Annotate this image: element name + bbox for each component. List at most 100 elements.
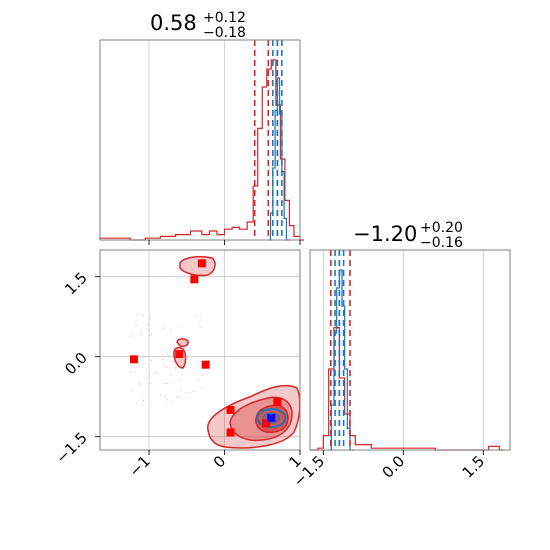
sample-point <box>142 314 144 317</box>
sample-point <box>140 333 143 336</box>
sample-point <box>155 372 158 374</box>
sample-point <box>182 340 185 343</box>
histogram-step-blue <box>328 269 354 451</box>
sample-point <box>142 400 144 403</box>
sample-point <box>147 323 150 326</box>
sample-point <box>129 335 132 337</box>
y-tick-label: −1.5 <box>52 429 90 467</box>
sample-point <box>138 363 141 366</box>
density-contours <box>173 255 301 449</box>
sample-point <box>136 313 138 316</box>
marginal-histogram-param-1: 0.58 +0.12 −0.18 <box>99 10 304 245</box>
sample-point <box>149 382 152 385</box>
sample-point <box>165 366 168 368</box>
sample-point <box>159 393 162 396</box>
sample-point <box>179 378 182 381</box>
sample-point <box>135 401 138 404</box>
sample-point <box>163 363 166 366</box>
sample-point <box>199 325 202 328</box>
contour-small-blob <box>176 338 189 347</box>
sample-point <box>160 353 163 356</box>
x-tick-label: 0.0 <box>379 452 409 482</box>
panel-title-upper-error: +0.12 <box>203 10 246 26</box>
axis-frame <box>309 249 511 451</box>
panel-title-lower-error: −0.18 <box>203 25 246 41</box>
sample-point <box>180 389 182 392</box>
panel-title-value: −1.20 <box>353 222 417 246</box>
blue-square-marker <box>267 414 276 422</box>
sample-point <box>163 324 166 327</box>
sample-point <box>135 319 138 322</box>
x-tick-label: 0 <box>210 452 229 471</box>
sample-point <box>196 379 199 382</box>
red-square-marker <box>175 350 184 358</box>
sample-point <box>174 367 177 370</box>
histogram-step-blue <box>268 77 291 241</box>
sample-point <box>201 386 204 389</box>
sample-point <box>162 357 165 360</box>
histogram-step-red <box>99 59 304 241</box>
sample-point <box>171 401 173 404</box>
sample-point <box>162 382 165 385</box>
red-square-marker <box>262 419 271 428</box>
sample-point <box>169 328 172 331</box>
sample-point <box>163 395 166 398</box>
y-tick-label: 0.0 <box>61 349 91 379</box>
sample-point <box>171 359 174 362</box>
red-square-marker <box>201 360 210 369</box>
sample-point <box>162 327 165 330</box>
sample-point <box>164 382 167 385</box>
sample-point <box>141 403 144 406</box>
sample-point <box>162 358 165 361</box>
red-square-marker <box>129 355 138 364</box>
panel-title-value: 0.58 <box>150 11 197 35</box>
sample-point <box>179 324 181 327</box>
sample-point <box>192 390 195 393</box>
sample-point <box>146 328 149 331</box>
red-square-marker <box>197 259 206 268</box>
marginal-histogram-param-2: −1.5 0.0 1.5 −1.20 +0.20 −0.16 <box>290 220 511 491</box>
red-square-marker <box>190 275 199 284</box>
y-tick-label: 1.5 <box>61 269 91 299</box>
sample-point <box>145 368 148 370</box>
x-tick-label: −1 <box>126 452 154 480</box>
axis-frame <box>99 39 301 241</box>
sample-point <box>139 383 142 386</box>
panel-title-lower-error: −0.16 <box>420 235 463 251</box>
sample-point <box>166 382 169 385</box>
joint-contour-panel: −1 0 1−1.50.01.5 <box>52 249 305 480</box>
sample-point <box>150 332 153 335</box>
sample-point <box>129 371 132 373</box>
red-square-marker <box>226 428 235 437</box>
sample-point <box>188 391 191 394</box>
sample-point <box>135 324 138 326</box>
contour-blue <box>256 407 287 429</box>
sample-point <box>142 399 145 402</box>
sample-point <box>178 396 181 399</box>
sample-point <box>166 399 169 401</box>
sample-point <box>166 352 169 355</box>
sample-point <box>134 371 136 374</box>
red-square-marker <box>226 406 235 414</box>
sample-point <box>201 374 204 377</box>
sample-point <box>150 359 153 362</box>
sample-point <box>194 315 196 318</box>
sample-point <box>185 391 188 394</box>
axis-frame <box>99 249 301 451</box>
sample-point <box>153 371 156 374</box>
sample-point <box>173 366 176 369</box>
sample-scatter <box>129 313 204 406</box>
sample-point <box>149 317 152 319</box>
x-tick-label: 1.5 <box>459 452 489 482</box>
sample-point <box>176 395 179 398</box>
sample-point <box>132 366 135 369</box>
sample-point <box>149 334 152 337</box>
sample-point <box>146 376 149 379</box>
sample-point <box>200 315 202 318</box>
red-square-marker <box>273 398 282 406</box>
sample-point <box>170 373 173 376</box>
sample-point <box>138 331 141 334</box>
sample-point <box>138 381 140 384</box>
sample-point <box>173 363 176 366</box>
